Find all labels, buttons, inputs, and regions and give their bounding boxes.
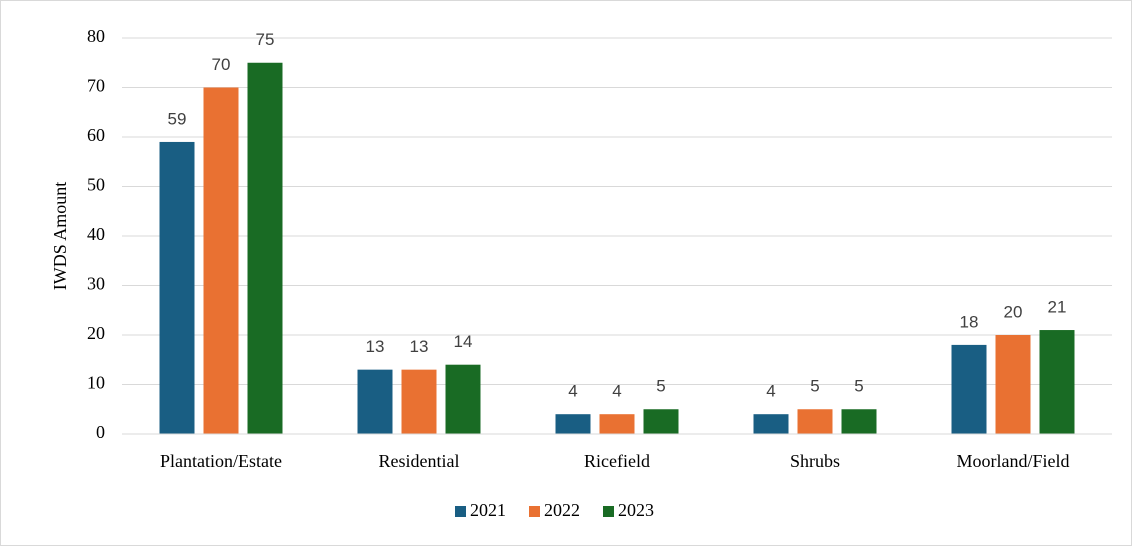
data-label: 70 xyxy=(212,55,231,74)
bar xyxy=(753,414,789,434)
bar xyxy=(797,409,833,434)
data-label: 18 xyxy=(960,312,979,331)
legend-label: 2022 xyxy=(544,500,580,520)
data-label: 75 xyxy=(256,30,275,49)
y-tick-label: 40 xyxy=(87,224,105,244)
bar xyxy=(555,414,591,434)
x-tick-label: Ricefield xyxy=(584,451,650,471)
data-label: 59 xyxy=(168,109,187,128)
legend-label: 2023 xyxy=(618,500,654,520)
y-tick-label: 10 xyxy=(87,373,105,393)
legend-swatch xyxy=(529,506,540,517)
bar xyxy=(159,141,195,434)
data-label: 20 xyxy=(1004,302,1023,321)
x-tick-label: Residential xyxy=(379,451,460,471)
y-tick-label: 80 xyxy=(87,26,105,46)
y-tick-label: 50 xyxy=(87,175,105,195)
bar xyxy=(203,87,239,434)
x-tick-label: Plantation/Estate xyxy=(160,451,282,471)
data-label: 5 xyxy=(810,377,819,396)
y-tick-label: 20 xyxy=(87,323,105,343)
data-label: 4 xyxy=(766,382,775,401)
bar xyxy=(995,335,1031,434)
legend-label: 2021 xyxy=(470,500,506,520)
y-tick-label: 30 xyxy=(87,274,105,294)
bar xyxy=(599,414,635,434)
data-label: 5 xyxy=(656,377,665,396)
y-tick-label: 0 xyxy=(96,422,105,442)
bar xyxy=(445,364,481,434)
data-label: 13 xyxy=(410,337,429,356)
bar xyxy=(357,369,393,434)
data-label: 21 xyxy=(1048,298,1067,317)
bar xyxy=(401,369,437,434)
data-label: 5 xyxy=(854,377,863,396)
data-label: 14 xyxy=(454,332,473,351)
data-label: 4 xyxy=(568,382,577,401)
bar xyxy=(247,62,283,434)
bar xyxy=(951,344,987,434)
bar xyxy=(1039,330,1075,434)
x-tick-label: Shrubs xyxy=(790,451,840,471)
legend-swatch xyxy=(455,506,466,517)
y-tick-label: 70 xyxy=(87,76,105,96)
legend-swatch xyxy=(603,506,614,517)
data-label: 4 xyxy=(612,382,621,401)
y-axis-label: IWDS Amount xyxy=(50,182,70,291)
bar xyxy=(841,409,877,434)
y-tick-label: 60 xyxy=(87,125,105,145)
x-tick-label: Moorland/Field xyxy=(957,451,1070,471)
data-label: 13 xyxy=(366,337,385,356)
bar xyxy=(643,409,679,434)
